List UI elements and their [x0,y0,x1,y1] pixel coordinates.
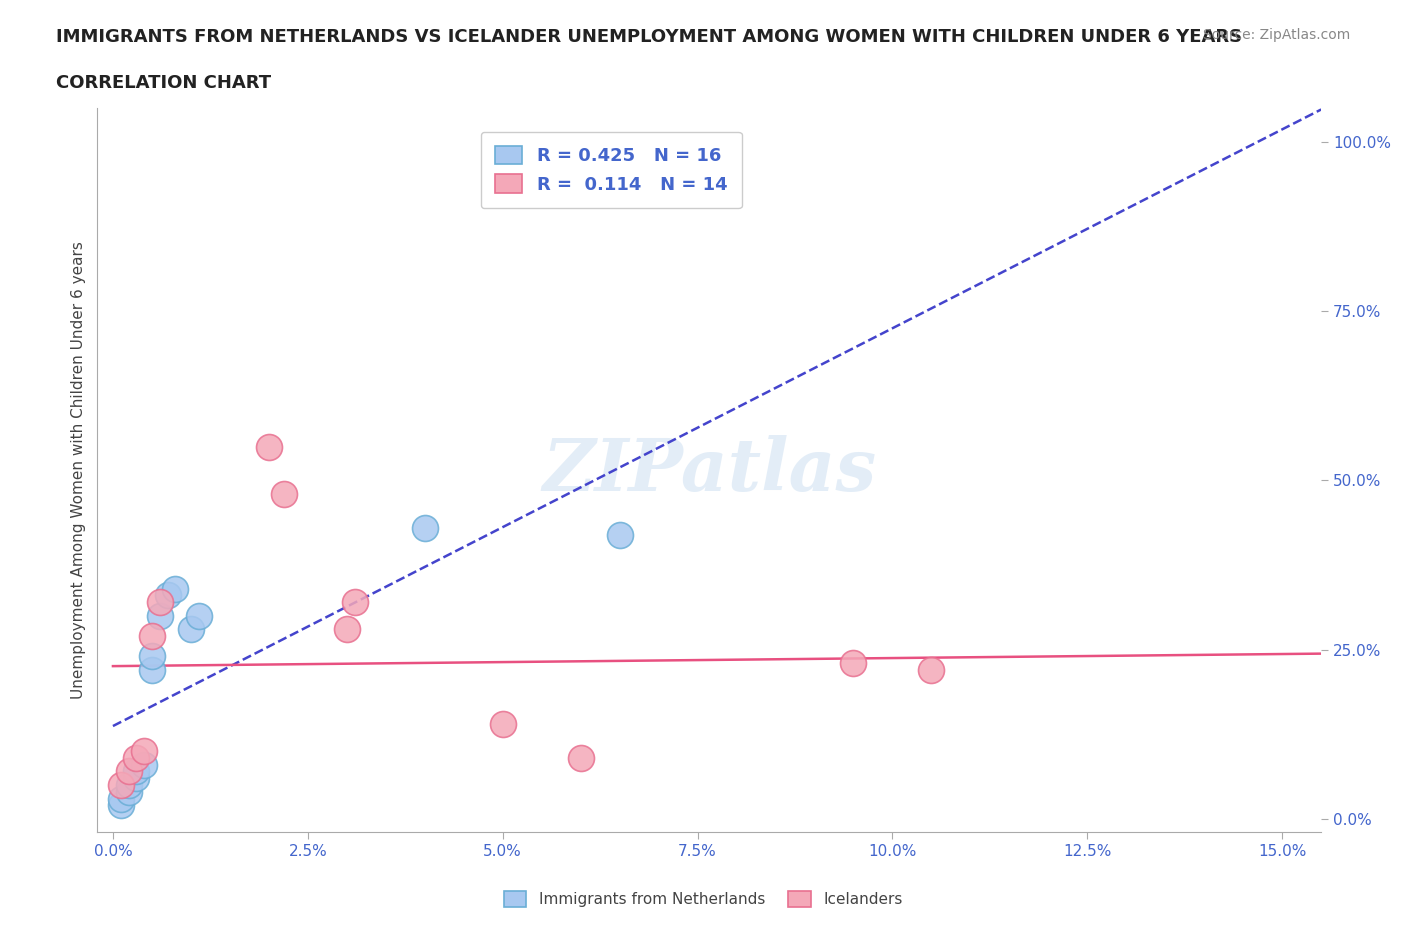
Point [920,662,942,677]
Point [125,764,148,779]
Point [180,622,202,637]
Point [257,439,280,454]
Point [134,744,156,759]
Point [110,791,132,806]
Point [569,751,592,765]
Point [149,608,172,623]
Legend: Immigrants from Netherlands, Icelanders: Immigrants from Netherlands, Icelanders [498,884,908,913]
Point [492,717,515,732]
Text: Source: ZipAtlas.com: Source: ZipAtlas.com [1202,28,1350,42]
Point [110,798,132,813]
Point [165,581,187,596]
Point [842,656,865,671]
Point [141,662,163,677]
Point [343,595,366,610]
Text: IMMIGRANTS FROM NETHERLANDS VS ICELANDER UNEMPLOYMENT AMONG WOMEN WITH CHILDREN : IMMIGRANTS FROM NETHERLANDS VS ICELANDER… [56,28,1243,46]
Point [141,629,163,644]
Point [125,751,148,765]
Point [609,527,631,542]
Point [187,608,209,623]
Point [134,757,156,772]
Point [117,777,139,792]
Text: CORRELATION CHART: CORRELATION CHART [56,74,271,92]
Point [336,622,359,637]
Point [156,588,179,603]
Point [110,777,132,792]
Y-axis label: Unemployment Among Women with Children Under 6 years: Unemployment Among Women with Children U… [72,241,86,699]
Point [141,649,163,664]
Point [413,520,436,535]
Point [149,595,172,610]
Point [117,764,139,779]
Text: ZIPatlas: ZIPatlas [543,434,876,506]
Point [273,486,295,501]
Point [117,784,139,799]
Legend: R = 0.425   N = 16, R =  0.114   N = 14: R = 0.425 N = 16, R = 0.114 N = 14 [481,131,742,208]
Point [125,771,148,786]
